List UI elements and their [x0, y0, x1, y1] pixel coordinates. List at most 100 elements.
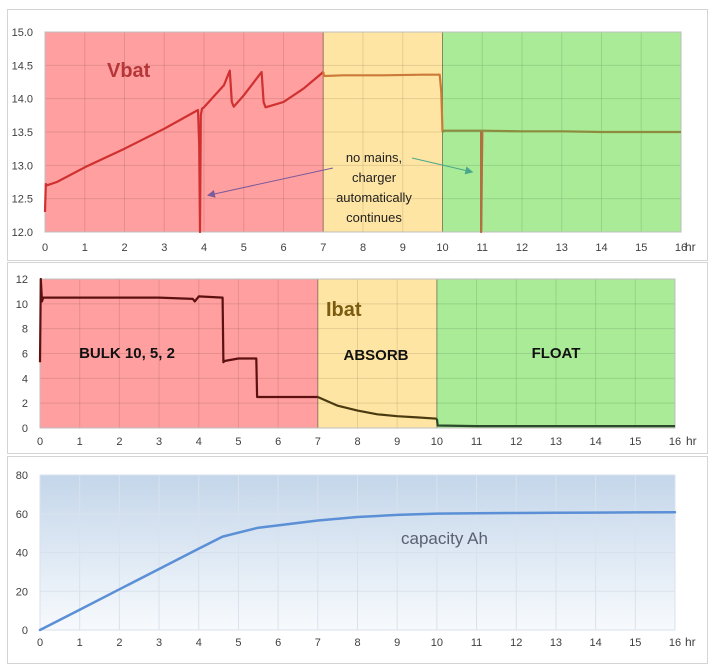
x-tick-label: 3 — [156, 436, 162, 448]
x-tick-label: 3 — [161, 242, 167, 254]
y-tick-label: 20 — [16, 586, 28, 598]
series-line-0 — [43, 69, 325, 234]
x-tick-label: 10 — [436, 242, 448, 254]
phase-label: FLOAT — [532, 345, 581, 362]
x-unit-label: hr — [686, 434, 697, 448]
y-tick-label: 12.0 — [12, 227, 33, 239]
x-tick-label: 10 — [431, 637, 443, 649]
annotation-line: charger — [352, 170, 397, 185]
series-line-3 — [480, 130, 484, 234]
y-tick-label: 12 — [16, 274, 28, 286]
x-tick-label: 11 — [471, 637, 482, 649]
vbat-chart: 0 1 2 3 4 5 6 7 8 9 10 11 12 13 14 15 1612.012.513.013.5… — [12, 27, 696, 254]
x-tick-label: 4 — [196, 436, 202, 448]
y-tick-label: 15.0 — [12, 27, 33, 39]
x-tick-label: 7 — [320, 242, 326, 254]
phase-band-0 — [40, 279, 318, 428]
x-tick-label: 13 — [550, 637, 562, 649]
x-tick-label: 4 — [196, 637, 202, 649]
y-tick-label: 4 — [22, 373, 28, 385]
x-tick-label: 14 — [595, 242, 607, 254]
y-tick-label: 40 — [16, 548, 28, 560]
series-line-2 — [441, 129, 681, 134]
annotation-arrow-left — [206, 167, 334, 198]
x-tick-label: 5 — [235, 436, 241, 448]
series-line-1 — [317, 395, 437, 420]
x-tick-label: 16 — [669, 637, 681, 649]
y-tick-label: 0 — [22, 625, 28, 637]
annotation-line: no mains, — [346, 150, 402, 165]
x-tick-label: 11 — [471, 436, 482, 448]
y-tick-label: 13.5 — [12, 127, 33, 139]
x-tick-label: 14 — [590, 637, 602, 649]
y-tick-label: 13.0 — [12, 160, 33, 172]
x-tick-label: 14 — [590, 436, 602, 448]
x-tick-label: 2 — [121, 242, 127, 254]
capacity-label: capacity Ah — [401, 529, 488, 548]
x-tick-label: 12 — [516, 242, 528, 254]
x-tick-label: 5 — [235, 637, 241, 649]
x-tick-label: 5 — [241, 242, 247, 254]
x-tick-label: 8 — [354, 637, 360, 649]
y-tick-label: 6 — [22, 349, 28, 361]
phase-band-1 — [323, 32, 443, 232]
y-tick-label: 8 — [22, 324, 28, 336]
capacity-line — [38, 510, 677, 632]
y-tick-label: 14.5 — [12, 60, 33, 72]
x-tick-label: 8 — [360, 242, 366, 254]
x-tick-label: 16 — [675, 242, 687, 254]
phase-band-1 — [317, 279, 437, 428]
x-tick-label: 2 — [116, 436, 122, 448]
phase-label: ABSORB — [343, 347, 408, 364]
x-tick-label: 10 — [431, 436, 443, 448]
x-tick-label: 4 — [201, 242, 207, 254]
y-tick-label: 60 — [16, 509, 28, 521]
x-tick-label: 1 — [77, 436, 83, 448]
y-tick-label: 0 — [22, 423, 28, 435]
annotation-line: automatically — [336, 190, 412, 205]
x-tick-label: 12 — [510, 637, 522, 649]
x-tick-label: 0 — [37, 436, 43, 448]
x-tick-label: 0 — [37, 637, 43, 649]
capacity-chart: 0 1 2 3 4 5 6 7 8 9 10 11 12 13 14 15 16020406080hrcapac… — [16, 470, 696, 649]
x-tick-label: 12 — [510, 436, 522, 448]
x-tick-label: 6 — [275, 637, 281, 649]
y-tick-label: 10 — [16, 299, 28, 311]
phase-label: BULK 10, 5, 2 — [79, 345, 175, 362]
y-tick-label: 2 — [22, 398, 28, 410]
annotation-arrow-right — [411, 157, 474, 175]
x-tick-label: 15 — [629, 637, 641, 649]
x-tick-label: 9 — [400, 242, 406, 254]
y-tick-label: 80 — [16, 470, 28, 482]
x-tick-label: 6 — [280, 242, 286, 254]
x-tick-label: 8 — [354, 436, 360, 448]
vbat-title: Vbat — [107, 60, 151, 82]
series-line-0 — [38, 277, 318, 399]
x-tick-label: 15 — [629, 436, 641, 448]
series-line-1 — [322, 71, 444, 133]
x-tick-label: 16 — [669, 436, 681, 448]
ibat-chart: 0 1 2 3 4 5 6 7 8 9 10 11 12 13 14 15 16024681012hrIbatB… — [16, 274, 697, 448]
x-tick-label: 7 — [315, 637, 321, 649]
x-unit-label: hr — [685, 635, 696, 649]
x-tick-label: 1 — [77, 637, 83, 649]
x-tick-label: 1 — [82, 242, 88, 254]
x-tick-label: 13 — [550, 436, 562, 448]
y-tick-label: 14.0 — [12, 94, 33, 106]
x-tick-label: 9 — [394, 436, 400, 448]
x-tick-label: 9 — [394, 637, 400, 649]
x-tick-label: 7 — [315, 436, 321, 448]
vbat-panel: 0 1 2 3 4 5 6 7 8 9 10 11 12 13 14 15 16 12.0 12.5 13.0 13.5… — [7, 9, 708, 261]
x-tick-label: 15 — [635, 242, 647, 254]
x-tick-label: 11 — [477, 242, 488, 254]
capacity-panel: 0 1 2 3 4 5 6 7 8 9 10 11 12 13 14 15 16 0 20 40 60 80 hr capac… — [7, 456, 708, 664]
x-tick-label: 6 — [275, 436, 281, 448]
x-tick-label: 13 — [556, 242, 568, 254]
y-tick-label: 12.5 — [12, 194, 33, 206]
phase-band-0 — [45, 32, 324, 232]
x-tick-label: 0 — [42, 242, 48, 254]
phase-band-2 — [436, 279, 675, 428]
series-line-2 — [435, 418, 675, 428]
ibat-panel: 0 1 2 3 4 5 6 7 8 9 10 11 12 13 14 15 16 0 2 4 6 8 10 12 hr Ibat B… — [7, 262, 708, 454]
